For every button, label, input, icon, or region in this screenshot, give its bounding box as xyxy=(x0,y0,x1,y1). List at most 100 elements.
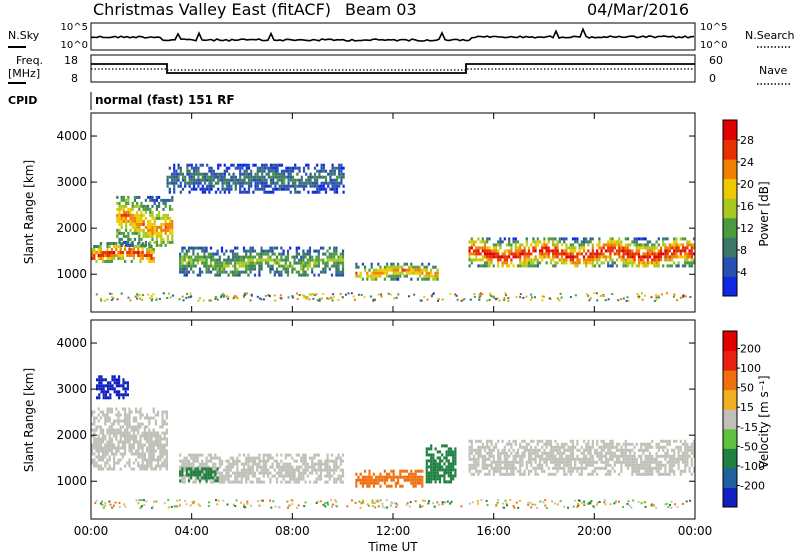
velocity-ylabel: Slant Range [km] xyxy=(22,368,36,472)
heatmap-cell xyxy=(514,454,517,458)
heatmap-cell xyxy=(600,466,603,470)
heatmap-cell xyxy=(302,255,305,259)
heatmap-cell xyxy=(91,410,94,414)
heatmap-cell xyxy=(128,419,131,423)
heatmap-cell xyxy=(142,204,145,208)
heatmap-cell xyxy=(208,178,211,182)
heatmap-cell xyxy=(438,477,442,481)
heatmap-cell xyxy=(304,462,307,466)
heatmap-cell xyxy=(635,463,638,467)
heatmap-cell xyxy=(181,172,185,176)
heatmap-cell xyxy=(234,166,237,170)
heatmap-cell xyxy=(547,246,550,250)
heatmap-cell xyxy=(603,501,606,504)
heatmap-cell xyxy=(131,216,134,220)
heatmap-cell xyxy=(582,454,586,458)
heatmap-cell xyxy=(311,471,314,475)
heatmap-cell xyxy=(151,507,153,509)
heatmap-cell xyxy=(644,466,647,470)
heatmap-cell xyxy=(642,451,645,455)
heatmap-cell xyxy=(104,390,107,394)
heatmap-cell xyxy=(434,465,437,469)
heatmap-cell xyxy=(534,503,537,506)
heatmap-cell xyxy=(247,474,250,478)
heatmap-cell xyxy=(297,270,301,274)
heatmap-cell xyxy=(607,451,610,455)
heatmap-cell xyxy=(508,439,511,443)
heatmap-cell xyxy=(340,163,343,167)
heatmap-cell xyxy=(247,459,250,463)
heatmap-cell xyxy=(596,442,599,446)
heatmap-cell xyxy=(449,447,453,451)
heatmap-cell xyxy=(386,506,389,509)
heatmap-cell xyxy=(316,181,319,185)
heatmap-cell xyxy=(554,466,557,470)
heatmap-cell xyxy=(119,446,122,450)
heatmap-cell xyxy=(410,265,413,269)
heatmap-cell xyxy=(198,477,202,481)
heatmap-cell xyxy=(449,453,453,457)
heatmap-cell xyxy=(684,439,687,443)
heatmap-cell xyxy=(302,258,305,262)
heatmap-cell xyxy=(505,261,509,265)
heatmap-cell xyxy=(501,439,504,443)
heatmap-cell xyxy=(187,465,191,469)
heatmap-cell xyxy=(241,178,244,182)
heatmap-cell xyxy=(556,463,559,467)
heatmap-cell xyxy=(155,500,158,503)
heatmap-cell xyxy=(161,437,164,441)
heatmap-cell xyxy=(242,468,246,472)
heatmap-cell xyxy=(194,480,197,484)
heatmap-cell xyxy=(203,261,206,265)
heatmap-cell xyxy=(472,454,476,458)
heatmap-cell xyxy=(278,261,281,265)
heatmap-cell xyxy=(486,451,489,455)
heatmap-cell xyxy=(280,187,284,191)
heatmap-cell xyxy=(372,268,375,272)
heatmap-cell xyxy=(133,222,136,226)
heatmap-cell xyxy=(521,439,524,443)
heatmap-cell xyxy=(576,237,579,241)
heatmap-cell xyxy=(659,255,663,259)
heatmap-cell xyxy=(499,255,502,259)
heatmap-cell xyxy=(660,293,663,296)
heatmap-cell xyxy=(146,251,149,254)
heatmap-cell xyxy=(329,172,332,176)
heatmap-cell xyxy=(554,439,557,443)
heatmap-cell xyxy=(359,481,362,485)
freq-label: Freq. xyxy=(16,54,43,67)
heatmap-cell xyxy=(166,222,169,226)
heatmap-cell xyxy=(184,178,187,182)
heatmap-cell xyxy=(315,462,318,466)
heatmap-cell xyxy=(615,460,619,464)
heatmap-cell xyxy=(284,474,287,478)
heatmap-cell xyxy=(355,472,358,476)
heatmap-cell xyxy=(644,294,646,297)
heatmap-cell xyxy=(308,255,312,259)
heatmap-cell xyxy=(591,246,594,250)
heatmap-cell xyxy=(251,249,254,253)
heatmap-cell xyxy=(162,207,165,211)
heatmap-cell xyxy=(602,246,605,250)
heatmap-cell xyxy=(223,178,226,182)
heatmap-cell xyxy=(294,187,297,191)
heatmap-cell xyxy=(160,216,163,220)
heatmap-cell xyxy=(119,467,122,471)
heatmap-cell xyxy=(679,454,682,458)
heatmap-cell xyxy=(569,466,572,470)
heatmap-cell xyxy=(113,461,116,465)
heatmap-cell xyxy=(262,252,265,256)
heatmap-cell xyxy=(135,499,138,502)
heatmap-cell xyxy=(164,213,167,217)
heatmap-cell xyxy=(304,468,307,472)
heatmap-cell xyxy=(475,258,478,262)
heatmap-cell xyxy=(228,190,231,194)
heatmap-cell xyxy=(565,249,568,253)
heatmap-cell xyxy=(347,292,350,295)
heatmap-cell xyxy=(624,237,627,241)
heatmap-cell xyxy=(527,454,531,458)
heatmap-cell xyxy=(523,252,526,256)
heatmap-cell xyxy=(236,462,239,466)
heatmap-cell xyxy=(119,248,122,251)
heatmap-cell xyxy=(577,499,580,502)
